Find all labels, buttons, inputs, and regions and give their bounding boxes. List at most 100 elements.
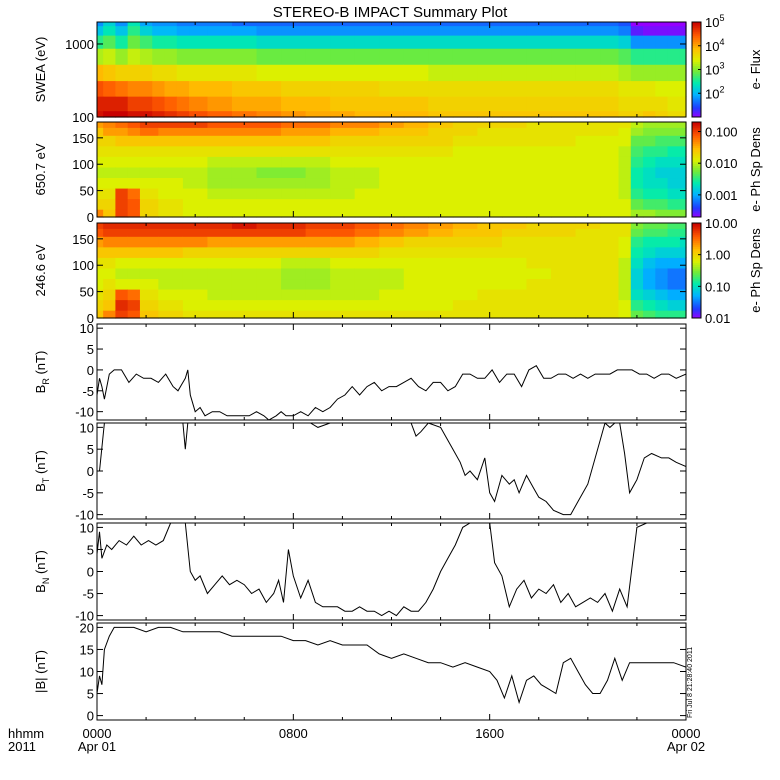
y-tick-label-5-2: 0 [87, 565, 94, 580]
heatmap-cell-0-19-2 [452, 80, 478, 97]
colorbar-swatch-1-5 [692, 205, 701, 208]
heatmap-cell-0-1-4 [103, 48, 117, 65]
heatmap-cell-0-22-1 [526, 96, 552, 112]
colorbar-tick-base-0-3: 10 [705, 15, 719, 30]
heatmap-cell-0-14-4 [330, 48, 356, 65]
heatmap-cell-1-28-9 [667, 122, 681, 128]
heatmap-cell-1-14-0 [379, 209, 405, 218]
colorbar-swatch-2-27 [692, 262, 701, 265]
heatmap-cell-1-4-0 [139, 209, 159, 218]
heatmap-cell-0-30-5 [667, 35, 681, 49]
heatmap-cell-2-5-6 [158, 246, 184, 258]
y-tick-label-1-2: 100 [72, 157, 94, 172]
heatmap-cell-2-11-1 [305, 299, 331, 311]
heatmap-cell-1-5-8 [158, 127, 184, 136]
heatmap-cell-1-17-6 [452, 145, 478, 157]
heatmap-cell-2-13-9 [354, 223, 380, 229]
heatmap-cell-0-19-3 [452, 64, 478, 82]
heatmap-cell-2-21-2 [551, 288, 577, 301]
heatmap-cell-2-17-3 [452, 278, 478, 290]
heatmap-cell-0-26-0 [618, 110, 632, 118]
heatmap-cell-0-12-5 [281, 35, 307, 49]
heatmap-cell-1-19-6 [501, 145, 528, 157]
heatmap-panel-2: 0 50 100 150 246.6 eV 0.01 0.10 1.00 10.00 [33, 216, 738, 326]
heatmap-cell-2-27-8 [655, 228, 669, 237]
heatmap-cell-0-23-0 [551, 110, 577, 118]
panel-frame-3 [96, 323, 687, 421]
heatmap-cell-0-19-1 [452, 96, 478, 112]
heatmap-cell-0-5-6 [152, 25, 166, 36]
heatmap-cell-2-11-9 [305, 223, 331, 229]
heatmap-cell-0-18-3 [428, 64, 454, 82]
heatmap-cell-1-25-6 [630, 145, 644, 157]
colorbar-swatch-2-9 [692, 298, 701, 301]
heatmap-cell-1-20-3 [526, 177, 552, 189]
heatmap-cell-1-10-3 [281, 177, 307, 189]
heatmap-cell-1-29-0 [679, 209, 687, 218]
heatmap-cell-2-1-9 [103, 223, 117, 229]
heatmap-cell-0-17-3 [403, 64, 429, 82]
heatmap-cell-2-12-1 [330, 299, 356, 311]
heatmap-cell-2-29-4 [679, 267, 687, 280]
colorbar-tick-base-1-0: 0.001 [705, 188, 738, 203]
heatmap-cell-0-8-1 [189, 96, 209, 112]
heatmap-cell-2-9-4 [256, 267, 282, 280]
heatmap-cell-1-15-1 [403, 198, 429, 210]
colorbar-swatch-0-27 [692, 61, 701, 64]
heatmap-cell-0-29-3 [655, 64, 669, 82]
heatmap-cell-2-21-5 [551, 257, 577, 269]
heatmap-cell-2-5-4 [158, 267, 184, 280]
heatmap-cell-1-3-4 [127, 166, 141, 179]
heatmap-cell-0-0-3 [97, 64, 104, 82]
colorbar-swatch-1-38 [692, 139, 701, 143]
heatmap-cell-2-2-3 [115, 278, 129, 290]
heatmap-cell-2-18-5 [477, 257, 503, 269]
heatmap-cell-1-2-5 [115, 156, 129, 168]
heatmap-cell-0-30-3 [667, 64, 681, 82]
colorbar-swatch-1-34 [692, 147, 701, 151]
heatmap-cell-0-26-4 [618, 48, 632, 65]
heatmap-cell-2-10-7 [281, 236, 307, 248]
heatmap-cell-2-8-4 [231, 267, 258, 280]
colorbar-swatch-0-1 [692, 113, 701, 116]
colorbar-1: 0.001 0.010 0.100 [691, 121, 738, 218]
heatmap-cell-1-22-5 [575, 156, 601, 168]
colorbar-swatch-2-38 [692, 240, 701, 244]
heatmap-cell-1-17-8 [452, 127, 478, 136]
heatmap-cell-2-9-1 [256, 299, 282, 311]
colorbar-swatch-1-26 [692, 163, 701, 166]
heatmap-cell-1-9-4 [256, 166, 282, 179]
heatmap-cell-2-14-0 [379, 310, 405, 319]
heatmap-cell-2-7-6 [207, 246, 233, 258]
colorbar-swatch-2-47 [692, 223, 701, 226]
colorbar-tick-exp-0-1: 3 [719, 61, 724, 71]
y-axis-label-0: SWEA (eV) [33, 37, 48, 103]
colorbar-swatch-2-22 [692, 272, 701, 275]
y-axis-label-unit-3: (nT) [33, 351, 48, 378]
heatmap-cell-0-26-1 [618, 96, 632, 112]
heatmap-cell-1-21-1 [551, 198, 577, 210]
heatmap-cell-2-10-5 [281, 257, 307, 269]
heatmap-cell-1-11-3 [305, 177, 331, 189]
heatmap-cell-0-6-3 [164, 64, 178, 82]
colorbar-swatch-1-28 [692, 159, 701, 162]
heatmap-cell-1-12-0 [330, 209, 356, 218]
heatmap-cell-0-24-1 [575, 96, 601, 112]
colorbar-swatch-0-41 [692, 33, 701, 37]
heatmap-cell-2-14-8 [379, 228, 405, 237]
colorbar-swatch-1-33 [692, 149, 701, 153]
time-tick-label-1: 0800 [279, 726, 308, 741]
heatmap-cell-0-21-6 [501, 25, 528, 36]
heatmap-cell-1-2-6 [115, 145, 129, 157]
heatmap-cell-1-13-7 [354, 135, 380, 147]
heatmap-cell-1-22-1 [575, 198, 601, 210]
heatmap-cell-1-26-9 [643, 122, 656, 128]
heatmap-cell-1-21-3 [551, 177, 577, 189]
colorbar-swatch-0-35 [692, 45, 701, 49]
colorbar-swatch-1-11 [692, 193, 701, 196]
heatmap-cell-1-19-8 [501, 127, 528, 136]
heatmap-cell-2-18-6 [477, 246, 503, 258]
heatmap-cell-2-11-7 [305, 236, 331, 248]
heatmap-cell-0-9-3 [207, 64, 233, 82]
heatmap-cell-1-28-1 [667, 198, 681, 210]
